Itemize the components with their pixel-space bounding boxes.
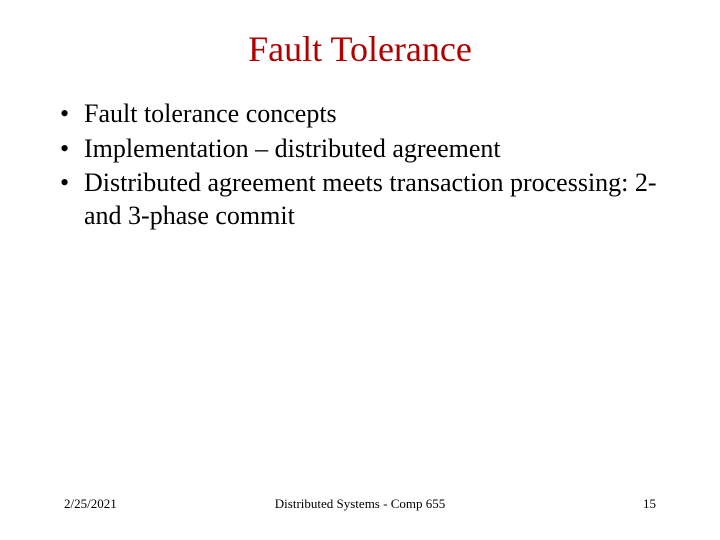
bullet-item: Distributed agreement meets transaction … (60, 167, 672, 232)
bullet-item: Fault tolerance concepts (60, 98, 672, 131)
slide-container: Fault Tolerance Fault tolerance concepts… (0, 0, 720, 540)
footer-date: 2/25/2021 (64, 496, 117, 512)
slide-title: Fault Tolerance (48, 28, 672, 70)
bullet-item: Implementation – distributed agreement (60, 133, 672, 166)
bullet-list: Fault tolerance concepts Implementation … (48, 98, 672, 232)
footer-page-number: 15 (643, 496, 656, 512)
slide-footer: 2/25/2021 Distributed Systems - Comp 655… (0, 496, 720, 512)
footer-course: Distributed Systems - Comp 655 (275, 496, 445, 512)
